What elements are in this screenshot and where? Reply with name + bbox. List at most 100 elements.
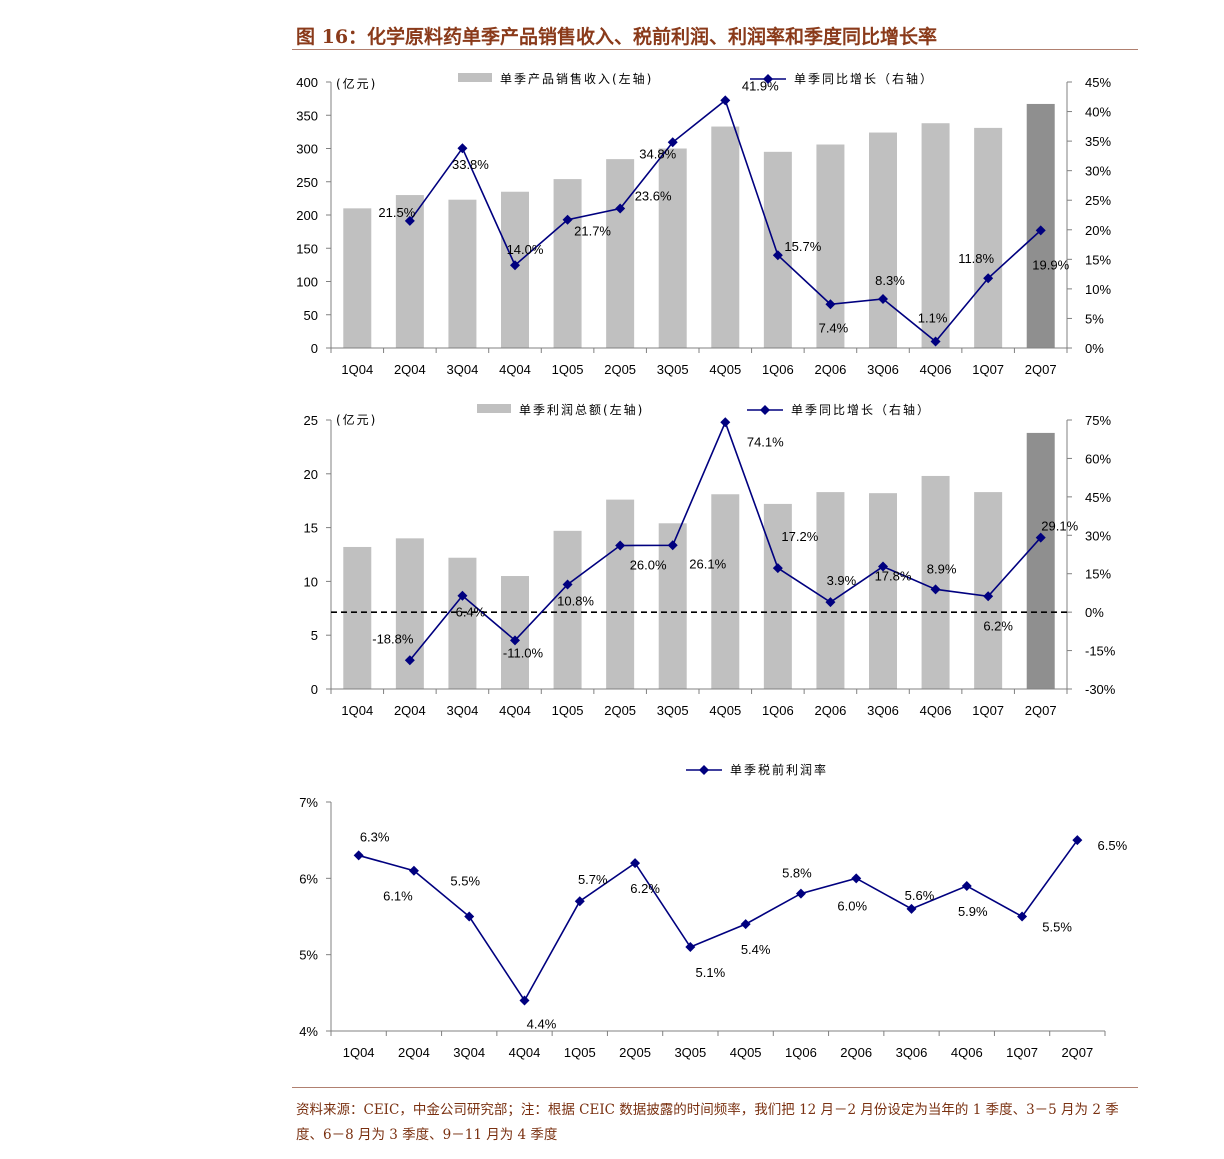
data-label: 5.5% xyxy=(1042,920,1072,935)
category-label: 2Q07 xyxy=(1025,703,1057,718)
left-tick-label: 300 xyxy=(296,142,318,157)
data-label: 6.0% xyxy=(837,898,867,913)
chart-1: 0 50 100 150 200 250 300 350 400 0% 5% 10% 15% 20% 25%… xyxy=(296,71,1111,377)
data-point xyxy=(408,865,419,876)
right-tick-label: 40% xyxy=(1085,105,1111,120)
data-label: 5.5% xyxy=(450,874,480,889)
data-point xyxy=(1072,835,1083,846)
chart-2: 0 5 10 15 20 25 -30% -15% 0% 15% 30% 45% 60% 75% 1Q04 2… xyxy=(304,402,1116,718)
bar xyxy=(395,538,424,689)
data-point xyxy=(772,563,783,574)
category-label: 2Q06 xyxy=(815,362,847,377)
left-tick-label: 100 xyxy=(296,275,318,290)
data-point xyxy=(878,293,888,304)
data-label: 26.0% xyxy=(630,558,667,573)
category-label: 1Q07 xyxy=(972,703,1004,718)
data-point xyxy=(574,896,585,907)
category-label: 2Q06 xyxy=(840,1045,872,1060)
data-label: 17.8% xyxy=(875,569,912,584)
data-point xyxy=(961,880,972,891)
data-label: 6.3% xyxy=(360,829,390,844)
data-point xyxy=(457,143,468,154)
left-tick-label: 200 xyxy=(296,208,318,223)
bar xyxy=(869,493,897,689)
category-label: 2Q04 xyxy=(394,362,426,377)
left-tick-label: 20 xyxy=(304,467,318,482)
data-label: 41.9% xyxy=(742,78,779,93)
right-tick-label: 15% xyxy=(1085,567,1111,582)
bar xyxy=(974,127,1003,348)
category-label: 2Q05 xyxy=(604,362,636,377)
right-tick-label: 75% xyxy=(1085,413,1111,428)
category-label: 1Q07 xyxy=(972,362,1004,377)
data-point xyxy=(720,95,731,106)
data-point xyxy=(851,873,862,884)
left-tick-label: 10 xyxy=(304,574,318,589)
title-rule xyxy=(292,49,1138,50)
bar xyxy=(816,492,845,689)
category-label: 4Q05 xyxy=(709,362,741,377)
left-tick-label: 50 xyxy=(304,308,318,323)
category-label: 3Q06 xyxy=(896,1045,928,1060)
bar xyxy=(606,159,635,348)
right-tick-label: 45% xyxy=(1085,490,1111,505)
data-point xyxy=(404,655,415,666)
left-tick-label: 0 xyxy=(311,341,318,356)
legend-bar-label: 单季利润总额(左轴) xyxy=(519,402,644,417)
data-label: -11.0% xyxy=(503,645,544,660)
bar xyxy=(658,523,687,689)
data-label: 21.7% xyxy=(574,224,611,239)
right-tick-label: 60% xyxy=(1085,451,1111,466)
data-label: 10.8% xyxy=(557,593,594,608)
data-label: 5.1% xyxy=(696,965,726,980)
data-label: 7.4% xyxy=(819,320,849,335)
data-point xyxy=(667,540,678,551)
data-point xyxy=(1035,225,1046,236)
category-label: 3Q04 xyxy=(447,703,479,718)
data-label: -18.8% xyxy=(372,631,414,646)
legend-line-marker xyxy=(763,74,773,84)
left-tick-label: 7% xyxy=(299,795,318,810)
bar xyxy=(553,530,582,689)
data-label: 6.1% xyxy=(383,889,413,904)
bar xyxy=(448,199,477,348)
data-label: 6.5% xyxy=(1098,838,1128,853)
data-label: 15.7% xyxy=(784,239,821,254)
data-label: 5.8% xyxy=(782,866,812,881)
series-line xyxy=(358,839,1079,1003)
chart-3: 4% 5% 6% 7% 1Q04 2Q04 3Q04 4Q04 1Q05 2Q05 3Q05 4Q05… xyxy=(299,762,1127,1060)
bar xyxy=(921,475,950,689)
category-label: 4Q05 xyxy=(730,1045,762,1060)
data-label: 5.7% xyxy=(578,872,608,887)
data-point xyxy=(983,273,994,284)
category-label: 1Q05 xyxy=(552,362,584,377)
data-label: 6.4% xyxy=(456,605,486,620)
bar xyxy=(1026,432,1055,689)
data-point xyxy=(930,584,941,595)
category-label: 2Q07 xyxy=(1061,1045,1093,1060)
bar xyxy=(763,503,792,689)
data-label: 5.9% xyxy=(958,904,988,919)
data-point xyxy=(1035,532,1046,543)
category-label: 2Q05 xyxy=(619,1045,651,1060)
bar xyxy=(921,123,950,348)
legend-line-marker xyxy=(699,765,709,775)
data-label: 34.8% xyxy=(639,146,676,161)
right-tick-label: 45% xyxy=(1085,75,1111,90)
bar xyxy=(343,546,372,689)
bar xyxy=(869,132,897,348)
data-label: 4.4% xyxy=(527,1016,557,1031)
bar xyxy=(553,179,582,348)
category-label: 1Q05 xyxy=(564,1045,596,1060)
legend-line-marker xyxy=(760,405,770,415)
legend-line-label: 单季同比增长（右轴） xyxy=(791,402,931,417)
legend-bar-swatch xyxy=(477,404,511,413)
category-label: 1Q06 xyxy=(762,362,794,377)
data-label: 3.9% xyxy=(827,573,857,588)
legend-bar-swatch xyxy=(458,73,492,82)
data-point xyxy=(1017,911,1028,922)
unit-label: (亿元) xyxy=(336,76,377,91)
category-label: 1Q04 xyxy=(341,703,373,718)
right-tick-label: -15% xyxy=(1085,644,1116,659)
